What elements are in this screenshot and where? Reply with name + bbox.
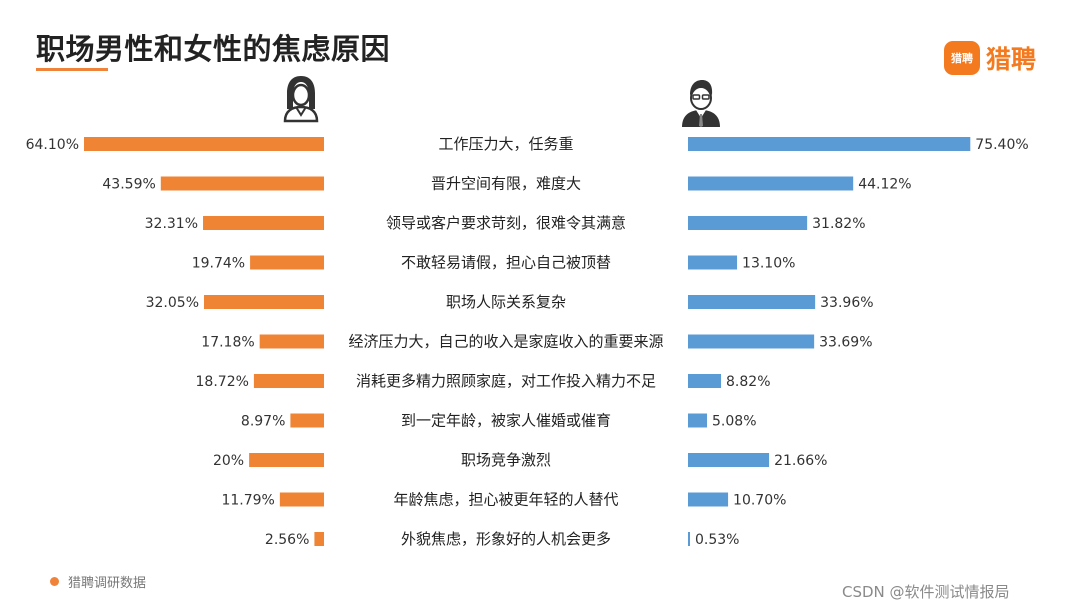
category-label: 领导或客户要求苛刻，很难令其满意 (386, 214, 626, 232)
female-bar (253, 374, 324, 388)
male-bar (688, 176, 854, 191)
male-value-label: 10.70% (733, 493, 786, 509)
female-bar (259, 334, 324, 349)
female-value-label: 43.59% (102, 177, 155, 193)
logo-text: 猎聘 (986, 45, 1037, 74)
female-value-label: 64.10% (26, 137, 79, 153)
male-bar (688, 334, 815, 349)
male-bar (688, 216, 808, 230)
watermark: CSDN @软件测试情报局 (842, 583, 1010, 601)
female-value-label: 17.18% (201, 335, 254, 351)
female-bar (250, 255, 324, 270)
female-bar (84, 137, 324, 151)
page-title: 职场男性和女性的焦虑原因 (36, 32, 391, 66)
female-value-label: 20% (213, 453, 244, 469)
female-bar (204, 295, 324, 309)
female-value-label: 32.31% (145, 216, 198, 232)
logo-badge: 猎聘 (944, 41, 980, 75)
male-value-label: 21.66% (774, 453, 827, 469)
male-bar (688, 492, 729, 507)
male-bar (688, 532, 690, 546)
female-bar (249, 453, 324, 467)
category-label: 工作压力大，任务重 (438, 135, 573, 153)
male-bar (688, 374, 722, 388)
category-label: 到一定年龄，被家人催婚或催育 (401, 412, 611, 430)
category-label: 经济压力大，自己的收入是家庭收入的重要来源 (348, 333, 663, 351)
liepin-logo: 猎聘 猎聘 (944, 40, 1036, 76)
male-bar (688, 255, 738, 270)
male-value-label: 75.40% (975, 137, 1028, 153)
female-value-label: 2.56% (265, 532, 309, 548)
source-note: 猎聘调研数据 (50, 572, 146, 591)
female-value-label: 32.05% (146, 295, 199, 311)
category-label: 消耗更多精力照顾家庭，对工作投入精力不足 (356, 372, 656, 390)
male-bar (688, 453, 770, 467)
male-value-label: 33.96% (820, 295, 873, 311)
category-label: 职场人际关系复杂 (446, 293, 566, 311)
male-value-label: 5.08% (712, 414, 756, 430)
female-value-label: 18.72% (196, 374, 249, 390)
category-label: 不敢轻易请假，担心自己被顶替 (401, 254, 611, 272)
female-bar (279, 492, 324, 507)
male-user-icon (682, 80, 720, 127)
male-bar (688, 137, 971, 151)
female-bar (314, 532, 324, 546)
source-text: 猎聘调研数据 (68, 576, 147, 591)
male-value-label: 13.10% (742, 256, 795, 272)
title-underline (36, 68, 108, 71)
female-bar (203, 216, 324, 230)
female-bar (290, 413, 324, 428)
female-value-label: 11.79% (221, 493, 274, 509)
category-label: 外貌焦虑，形象好的人机会更多 (401, 530, 611, 548)
female-value-label: 8.97% (241, 414, 285, 430)
category-label: 职场竞争激烈 (461, 451, 551, 469)
male-value-label: 0.53% (695, 532, 739, 548)
source-dot (50, 577, 59, 586)
male-bar (688, 413, 708, 428)
category-label: 晋升空间有限，难度大 (431, 175, 581, 193)
male-value-label: 44.12% (858, 177, 911, 193)
male-bar (688, 295, 816, 309)
male-value-label: 8.82% (726, 374, 770, 390)
female-bar (160, 176, 324, 191)
category-label: 年龄焦虑，担心被更年轻的人替代 (393, 491, 618, 509)
female-user-icon (283, 76, 319, 123)
male-value-label: 31.82% (812, 216, 865, 232)
female-value-label: 19.74% (192, 256, 245, 272)
male-value-label: 33.69% (819, 335, 872, 351)
